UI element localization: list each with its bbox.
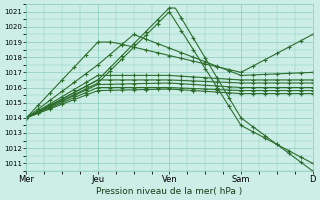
X-axis label: Pression niveau de la mer( hPa ): Pression niveau de la mer( hPa ): [96, 187, 243, 196]
